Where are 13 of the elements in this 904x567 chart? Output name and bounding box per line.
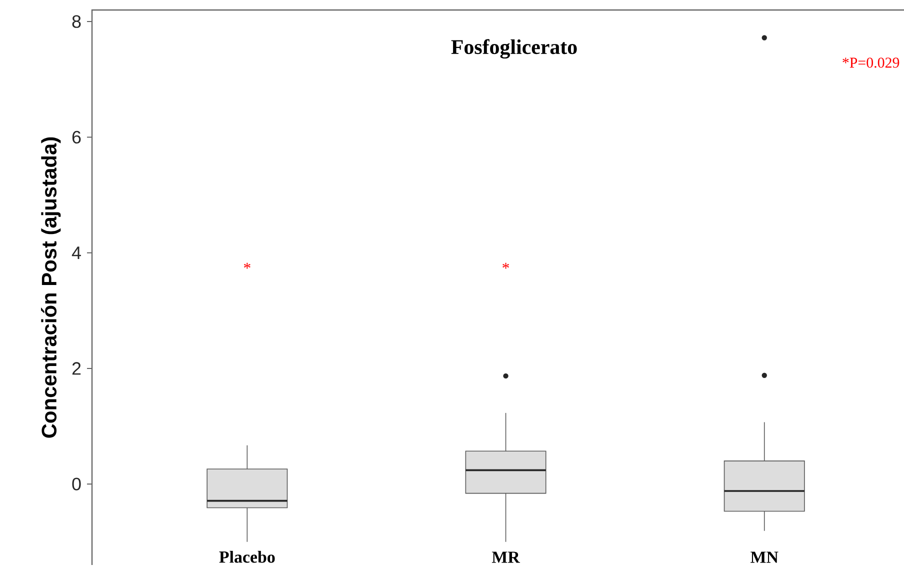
annotation: * bbox=[502, 262, 509, 269]
y-tick-label: 6 bbox=[72, 130, 81, 144]
x-tick-label: Placebo bbox=[219, 550, 275, 563]
annotation: *P=0.029 bbox=[842, 58, 900, 68]
y-tick-label: 4 bbox=[72, 246, 81, 259]
y-tick-label: 8 bbox=[72, 15, 81, 28]
text: Fosfoglicerato bbox=[451, 39, 577, 59]
y-tick-label: 0 bbox=[72, 478, 81, 490]
x-tick-label: MN bbox=[750, 552, 778, 563]
y-tick-label: 2 bbox=[72, 362, 81, 375]
x-tick-label: MR bbox=[492, 552, 520, 563]
y-axis-title: Concentración Post (ajustada) bbox=[40, 137, 61, 438]
annotation: * bbox=[244, 262, 250, 269]
